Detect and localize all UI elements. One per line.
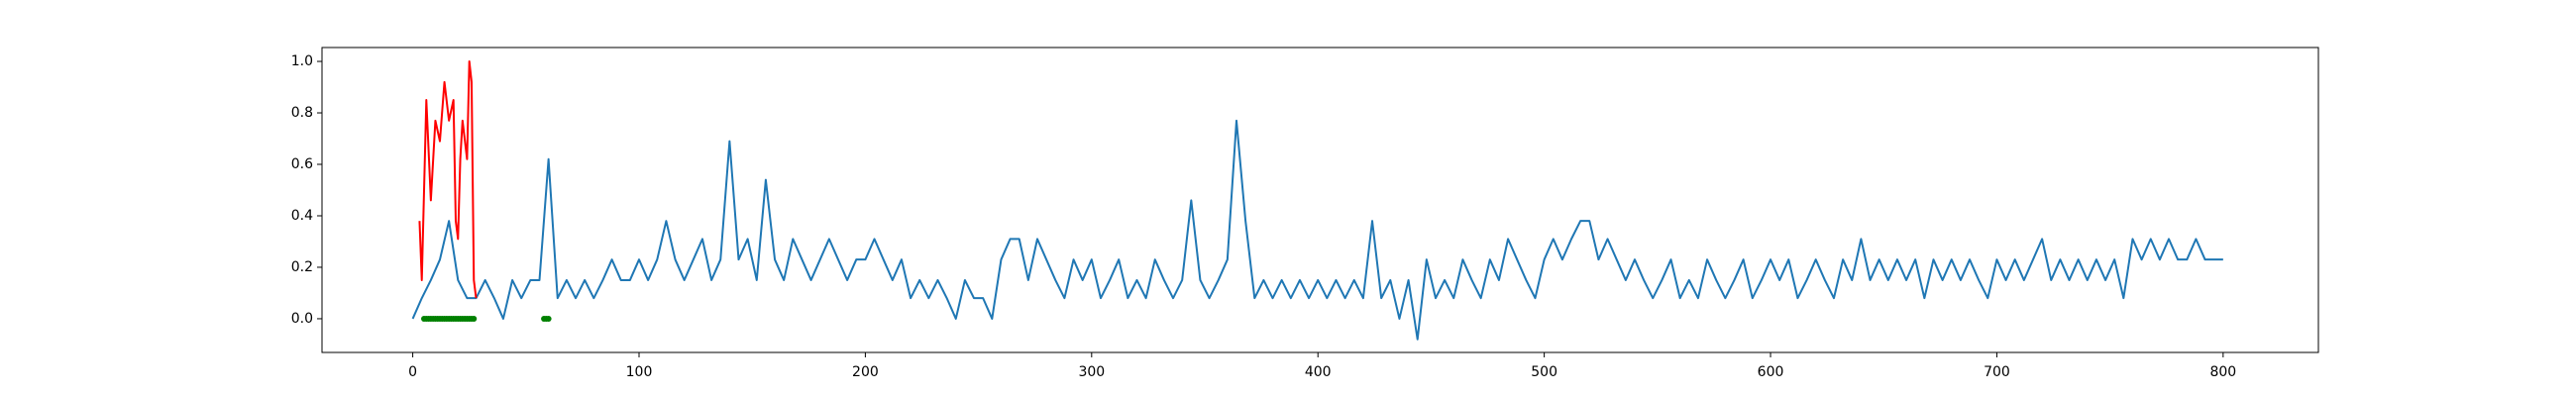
x-tick-label: 700 xyxy=(1984,364,2010,380)
x-tick-label: 200 xyxy=(852,364,879,380)
x-tick-label: 600 xyxy=(1758,364,1784,380)
marker xyxy=(545,315,552,322)
y-tick-label: 0.6 xyxy=(291,156,313,172)
x-tick-label: 100 xyxy=(626,364,653,380)
x-tick-label: 0 xyxy=(408,364,417,380)
y-tick-label: 0.4 xyxy=(291,208,313,224)
x-tick-label: 800 xyxy=(2209,364,2236,380)
x-tick-label: 300 xyxy=(1078,364,1105,380)
y-tick-label: 0.2 xyxy=(291,259,313,275)
y-tick-label: 1.0 xyxy=(291,53,313,69)
y-tick-label: 0.8 xyxy=(291,105,313,121)
marker xyxy=(471,315,478,322)
x-tick-label: 500 xyxy=(1531,364,1557,380)
data-line xyxy=(411,119,2223,341)
data-line xyxy=(418,60,478,299)
y-tick-label: 0.0 xyxy=(291,311,313,327)
x-tick-label: 400 xyxy=(1305,364,1332,380)
axes-frame xyxy=(321,47,2319,353)
